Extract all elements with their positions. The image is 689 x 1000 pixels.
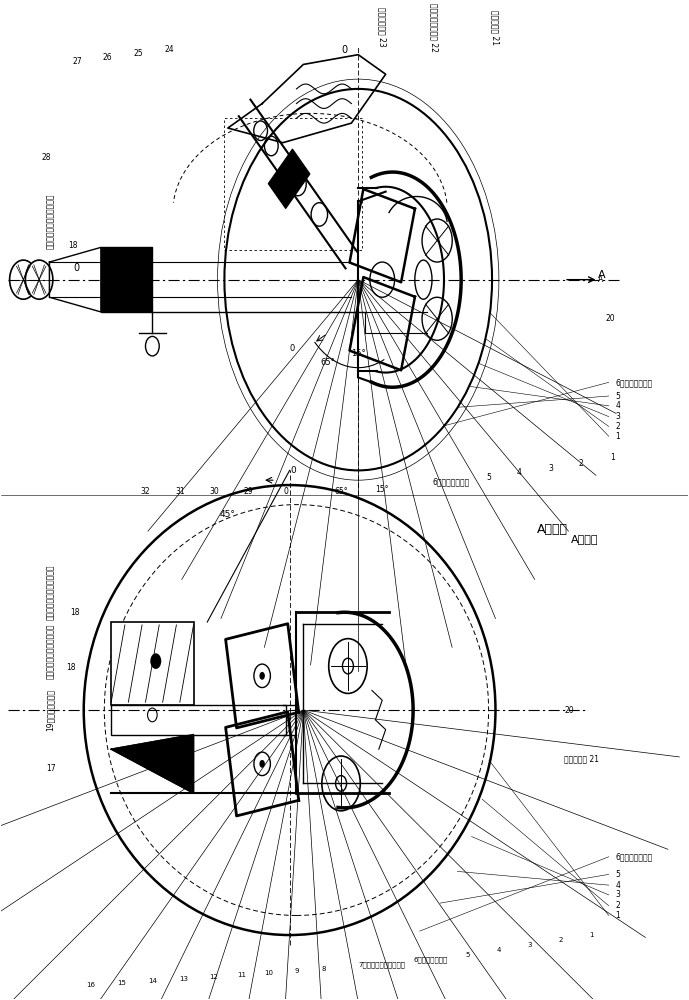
Bar [111,705,286,735]
Text: 13: 13 [178,976,187,982]
Text: 1: 1 [615,432,620,441]
Text: A: A [598,270,606,280]
Text: 14: 14 [148,978,157,984]
Text: 8: 8 [322,966,326,972]
Text: 11: 11 [237,972,246,978]
Text: 2: 2 [615,901,620,910]
Text: 24: 24 [165,45,174,54]
Text: 65°: 65° [334,487,348,496]
Text: 6（固定已索等）: 6（固定已索等） [413,956,447,963]
Text: 2: 2 [615,422,620,431]
Text: （填充块剪切机轴中心线）: （填充块剪切机轴中心线） [46,565,55,620]
Text: （橡胶等） 21: （橡胶等） 21 [491,10,500,45]
Text: A－断面: A－断面 [571,534,599,544]
Text: 12: 12 [209,974,218,980]
Text: （刀刀又右） 23: （刀刀又右） 23 [378,7,387,47]
Text: 25: 25 [134,49,143,58]
Text: 31: 31 [175,487,185,496]
Text: 19（车轮中心线）: 19（车轮中心线） [46,689,55,731]
Text: 20: 20 [564,706,574,715]
Text: 6（固定已索等）: 6（固定已索等） [615,852,652,861]
Text: （橡胶等） 21: （橡胶等） 21 [564,754,599,763]
Text: （填充块剪切机轴中心线）: （填充块剪切机轴中心线） [46,193,55,249]
Text: 1: 1 [615,911,620,920]
Circle shape [125,281,131,288]
Text: 0: 0 [342,45,347,55]
Text: （刀刀又合口等） 22: （刀刀又合口等） 22 [429,3,438,52]
Text: 5: 5 [615,392,620,401]
Text: 45°: 45° [220,510,236,519]
Text: 6（固定已索等）: 6（固定已索等） [432,478,469,487]
Text: 3: 3 [615,412,620,421]
Text: 18: 18 [69,241,78,250]
Circle shape [10,260,37,299]
Text: 15: 15 [117,980,126,986]
Text: 3: 3 [528,942,532,948]
Text: 18: 18 [67,663,76,672]
Text: 16: 16 [86,982,95,988]
Text: 5: 5 [466,952,470,958]
Text: 20: 20 [605,314,615,323]
Polygon shape [111,735,194,793]
Circle shape [259,672,265,680]
Text: 17: 17 [46,764,56,773]
Text: 9: 9 [294,968,299,974]
Circle shape [150,653,161,669]
Text: A: A [599,275,604,284]
Text: 32: 32 [141,487,150,496]
Text: 0: 0 [74,263,80,273]
Text: 5: 5 [615,870,620,879]
Text: 18: 18 [70,608,79,617]
Text: 27: 27 [72,57,82,66]
Text: 4: 4 [497,947,501,953]
Text: A－断面: A－断面 [537,523,568,536]
Text: 2: 2 [559,937,563,943]
Text: 4: 4 [615,881,620,890]
Text: 26: 26 [103,53,112,62]
Text: 15°: 15° [351,349,366,358]
Circle shape [254,752,270,776]
Circle shape [25,260,53,299]
Circle shape [254,664,270,688]
Text: 1: 1 [589,932,594,938]
Text: 0: 0 [289,344,295,353]
Text: 65°: 65° [320,358,336,367]
Text: 6（固定已索等）: 6（固定已索等） [615,378,652,387]
Text: 10: 10 [265,970,274,976]
Bar [111,622,194,705]
Text: 5: 5 [486,473,491,482]
Text: 4: 4 [615,401,620,410]
Text: 3: 3 [615,890,620,899]
Circle shape [259,760,265,768]
Bar [101,247,152,312]
Text: 4: 4 [517,468,522,477]
Text: 29: 29 [244,487,254,496]
Text: 30: 30 [209,487,219,496]
Bar [268,149,310,209]
Text: 1: 1 [610,453,615,462]
Text: 7（固定已索等开口等）: 7（固定已索等开口等） [359,961,406,968]
Text: 3: 3 [548,464,553,473]
Text: 0: 0 [284,487,289,496]
Text: 0: 0 [290,466,296,475]
Text: （填充块剪切机轴中心线）: （填充块剪切机轴中心线） [46,624,55,679]
Text: 28: 28 [41,153,51,162]
Text: 2: 2 [579,459,584,468]
Text: 15°: 15° [376,485,389,494]
